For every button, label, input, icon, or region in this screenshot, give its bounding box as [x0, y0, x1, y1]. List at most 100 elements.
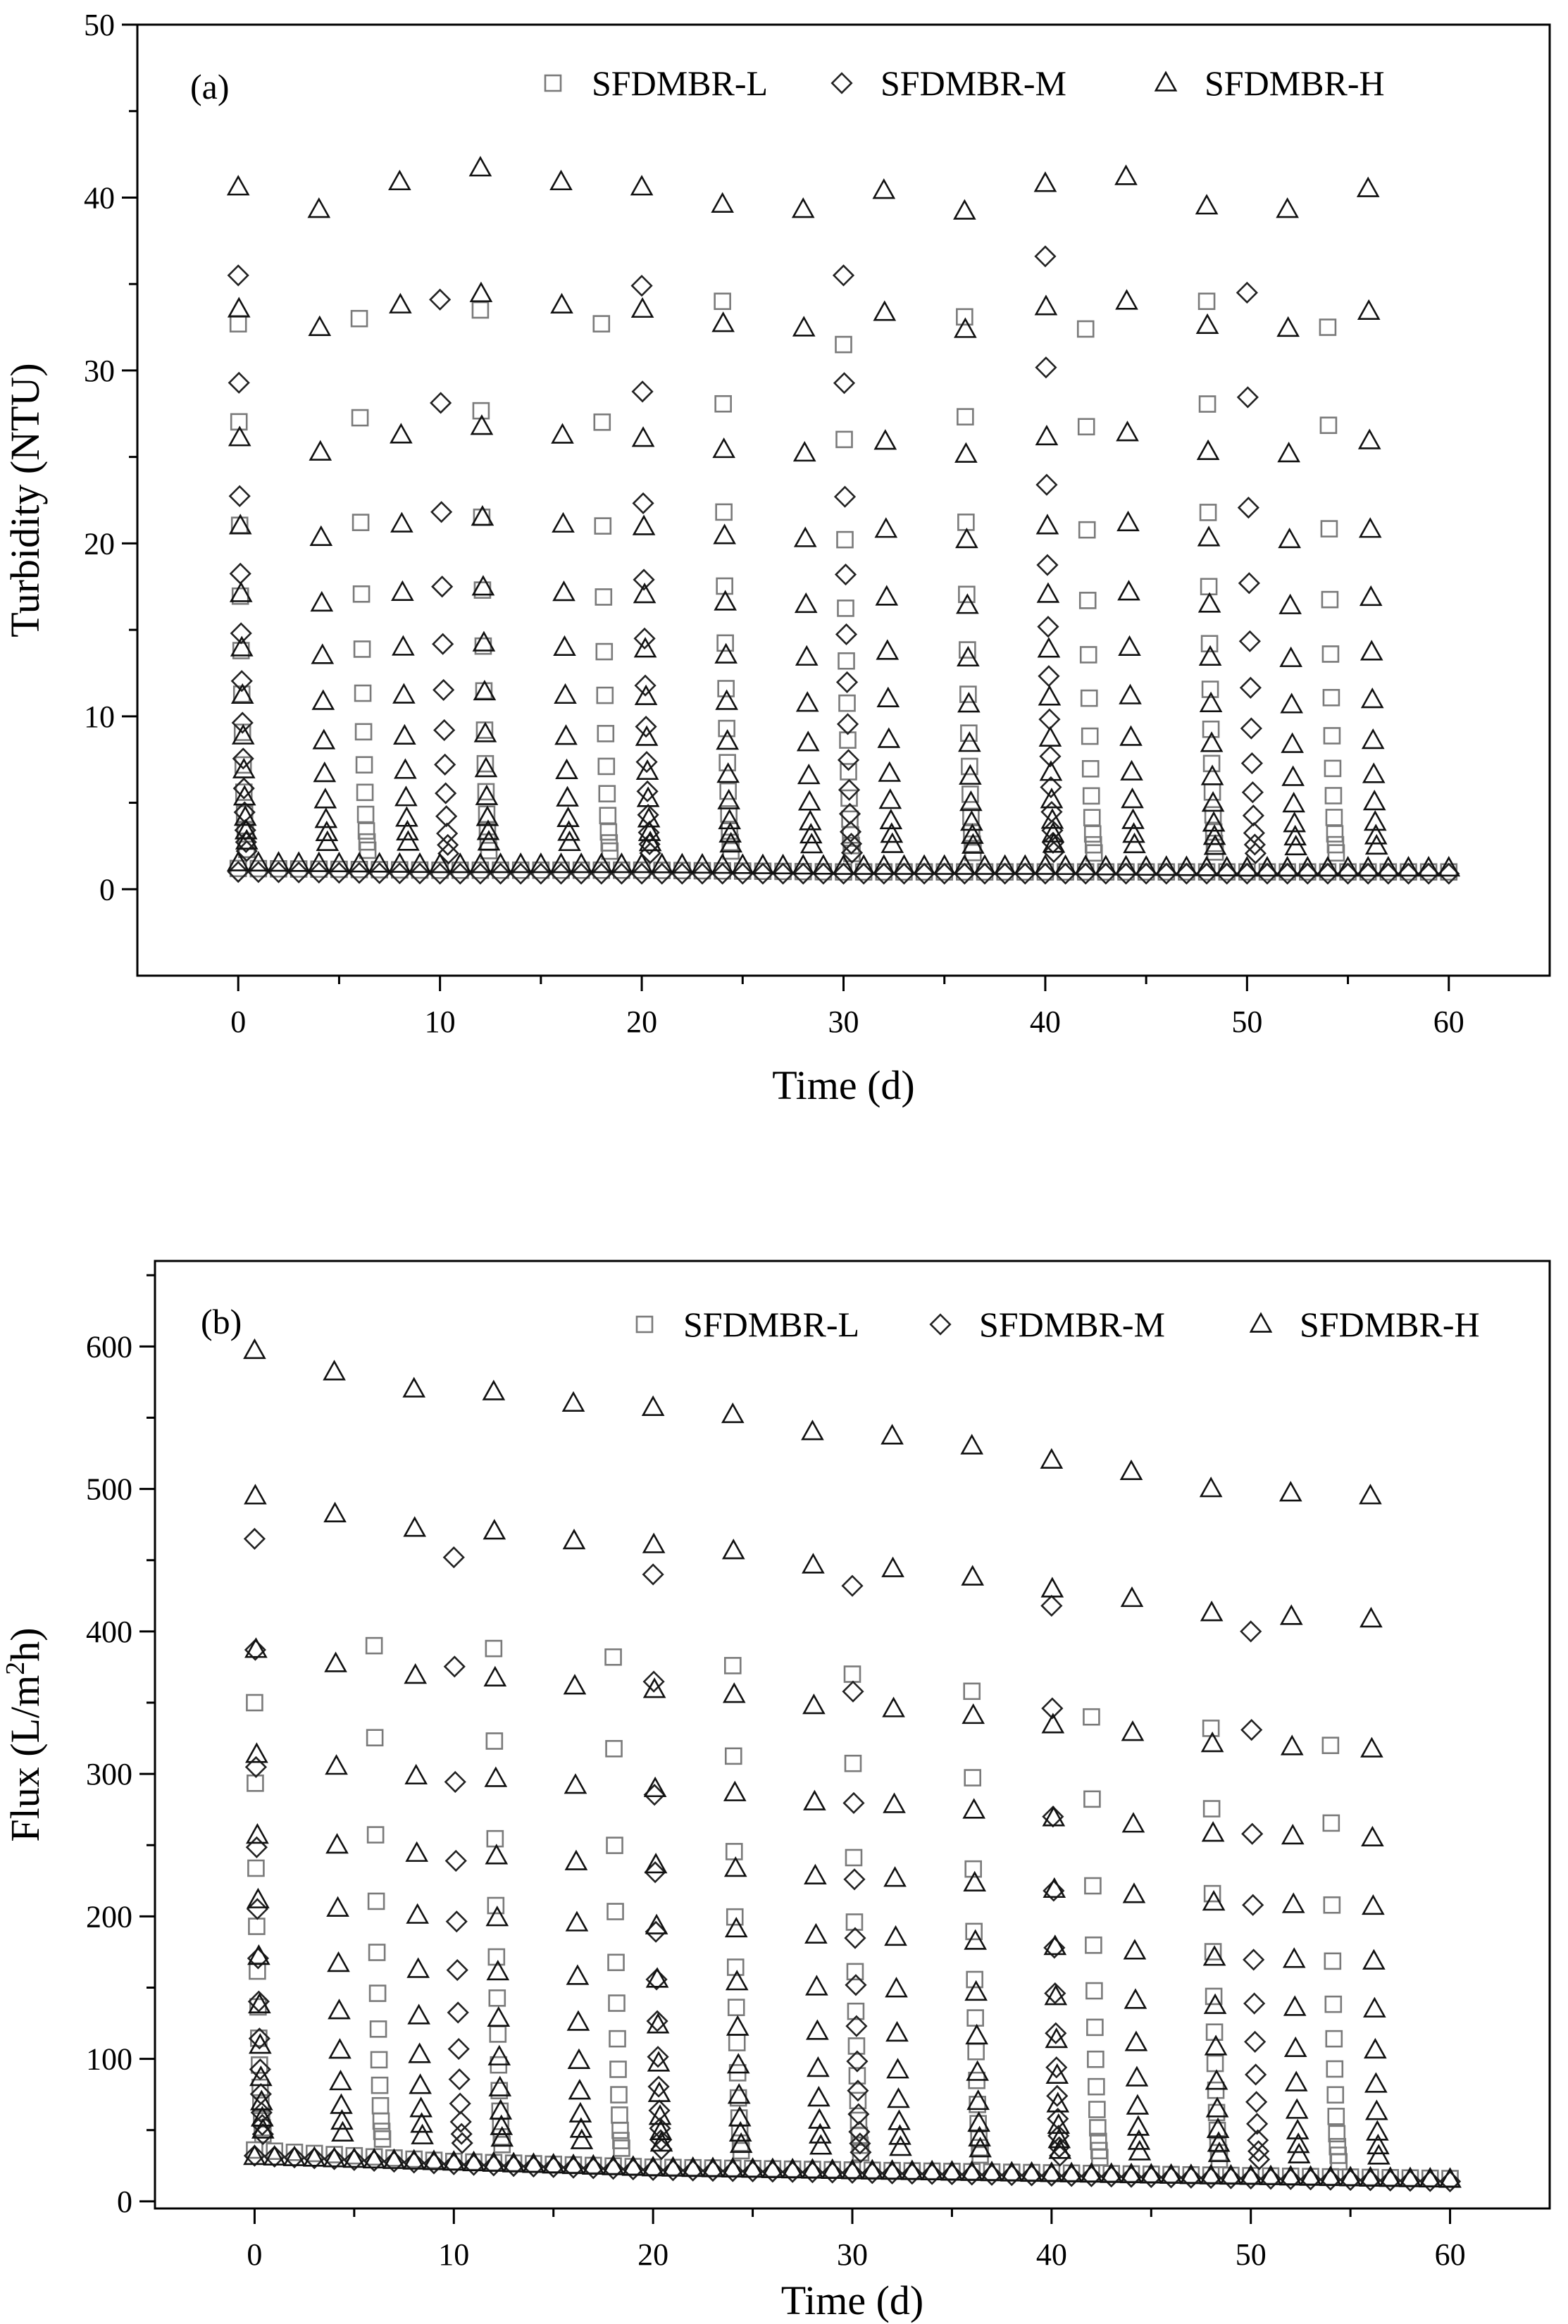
data-point [411, 2123, 434, 2144]
data-point [1120, 1586, 1144, 1608]
data-point [797, 763, 821, 785]
data-point [852, 854, 876, 875]
data-point [270, 860, 287, 878]
data-point [1338, 2165, 1362, 2187]
data-point [371, 861, 389, 878]
data-point [1043, 1937, 1066, 1959]
data-point [849, 2132, 871, 2155]
y-tick-label: 400 [86, 1615, 132, 1649]
data-point [590, 862, 613, 885]
y-tick-label: 600 [86, 1329, 132, 1364]
data-point [1034, 294, 1058, 316]
data-point [1084, 1877, 1102, 1895]
data-point [1330, 2153, 1348, 2170]
data-point [804, 1863, 827, 1884]
data-point [1359, 2169, 1382, 2192]
data-point [1159, 2166, 1183, 2189]
data-point [1295, 856, 1319, 877]
data-point [796, 731, 820, 752]
data-point [567, 2048, 591, 2069]
data-point [1200, 764, 1224, 785]
legend-item-sfdmbr-l: SFDMBR-L [635, 1305, 859, 1344]
data-point [1418, 2166, 1442, 2188]
data-point [965, 2023, 988, 2045]
data-point [1438, 2170, 1462, 2193]
data-point [715, 689, 738, 710]
data-point [727, 2083, 751, 2104]
data-point [635, 759, 659, 781]
data-point [1283, 824, 1307, 846]
data-point [1324, 1952, 1342, 1970]
data-point [1040, 2161, 1064, 2182]
data-point [1200, 1731, 1224, 1753]
y-tick-label: 50 [84, 8, 115, 42]
data-point [230, 635, 254, 657]
data-point [1085, 844, 1103, 862]
data-point [443, 1655, 466, 1678]
data-point [1045, 2056, 1068, 2079]
data-point [631, 426, 655, 447]
data-point [1360, 1736, 1383, 1758]
data-point [630, 297, 654, 318]
data-point [485, 1844, 509, 1865]
data-point [406, 1957, 430, 1978]
data-point [249, 859, 268, 878]
data-point [630, 852, 654, 874]
data-point [637, 821, 660, 844]
data-point [1259, 2164, 1283, 2185]
data-point [713, 523, 736, 545]
data-point [305, 2144, 323, 2163]
data-point [642, 1677, 666, 1698]
data-point [832, 854, 855, 875]
data-point [1324, 759, 1342, 778]
data-point [721, 1539, 745, 1560]
data-point [485, 1639, 503, 1658]
data-point [232, 747, 254, 770]
data-point [718, 754, 736, 771]
data-point [388, 852, 411, 873]
data-point [1203, 783, 1221, 801]
data-point [1202, 1800, 1221, 1817]
data-point [1281, 765, 1305, 786]
data-point [462, 2154, 485, 2176]
data-point [582, 2157, 604, 2180]
data-point [562, 1529, 586, 1550]
data-point [486, 1959, 510, 1981]
data-point [328, 1999, 351, 2020]
data-point [969, 2137, 992, 2158]
legend-item-sfdmbr-m: SFDMBR-M [830, 63, 1066, 103]
data-point [1114, 862, 1138, 885]
data-point [811, 854, 835, 875]
data-point [1279, 2168, 1302, 2190]
data-point [230, 670, 253, 692]
data-point [1034, 862, 1057, 885]
data-point [962, 1703, 985, 1725]
data-point [396, 819, 419, 840]
data-point [1201, 681, 1219, 698]
data-point [228, 425, 251, 447]
data-point [1123, 832, 1146, 854]
data-point [966, 2009, 984, 2027]
data-point [1286, 2132, 1310, 2154]
data-point [642, 2158, 664, 2181]
x-tick-label: 50 [1231, 1005, 1262, 1039]
data-point [226, 850, 250, 871]
data-point [357, 822, 375, 840]
data-point [887, 2087, 910, 2108]
data-point [601, 842, 619, 860]
data-point [808, 2123, 832, 2144]
data-point [1043, 1879, 1065, 1902]
data-point [1121, 1720, 1145, 1741]
data-point [597, 725, 615, 742]
data-point [1419, 2170, 1441, 2192]
data-point [392, 683, 416, 704]
series-sfdmbr-h [243, 1338, 1462, 2188]
data-point [1059, 2161, 1083, 2182]
data-point [442, 2153, 465, 2175]
data-point [391, 861, 409, 879]
data-point [475, 721, 494, 739]
data-point [529, 852, 553, 874]
data-point [1219, 2167, 1243, 2189]
data-point [721, 2156, 745, 2178]
data-point [599, 807, 617, 825]
